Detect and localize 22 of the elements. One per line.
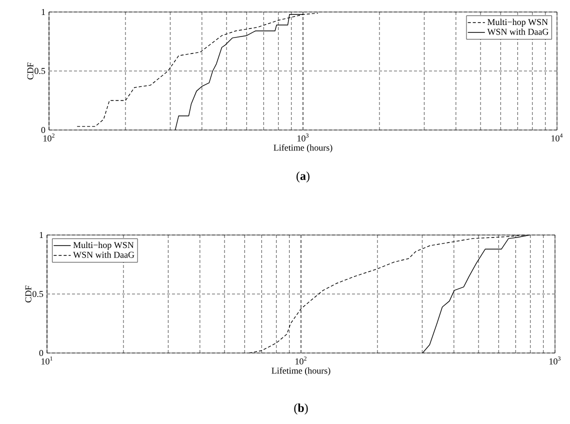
text: (b) (294, 404, 308, 414)
y-tick-label: 0.5 (32, 290, 44, 298)
y-tick-label: 0 (41, 126, 46, 134)
y-tick-label: 1 (40, 232, 43, 238)
x-axis-title: Lifetime (hours) (272, 367, 330, 376)
y-axis-title: CDF (25, 286, 32, 302)
legend-label: WSN with DaaG (73, 251, 134, 258)
y-axis-title: CDF (27, 62, 34, 80)
x-tick-label: 10$^{2}$ (296, 356, 306, 364)
text: (a) (296, 172, 310, 182)
x-tick-label: 10$^{3}$ (550, 356, 561, 364)
x-axis-title: Lifetime (hours) (274, 144, 332, 153)
legend-label: WSN with DaaG (487, 28, 548, 35)
x-tick-label: 10$^{4}$ (552, 134, 563, 142)
y-tick-label: 1 (42, 9, 45, 15)
legend-label: Multi−hop WSN (488, 18, 548, 27)
x-tick-label: 10$^{2}$ (44, 134, 54, 142)
y-tick-label: 0.5 (34, 68, 46, 74)
legend-label: Multi−hop WSN (73, 242, 134, 250)
x-tick-label: 10$^{1}$ (42, 356, 52, 364)
y-tick-label: 0 (39, 350, 44, 356)
x-tick-label: 10$^{3}$ (298, 134, 309, 142)
